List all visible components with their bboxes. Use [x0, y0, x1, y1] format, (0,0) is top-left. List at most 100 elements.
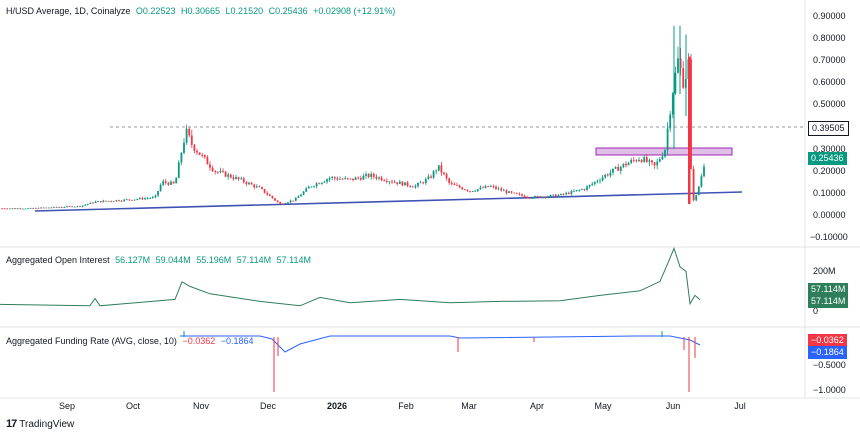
price-axis-label: 0.30000 — [813, 144, 846, 154]
support-trendline[interactable] — [34, 191, 743, 212]
candle-body — [141, 197, 144, 200]
candle-body — [427, 176, 430, 179]
candle-body — [497, 188, 500, 190]
candle-body — [185, 128, 188, 143]
candle-body — [424, 178, 427, 184]
candle-body — [645, 157, 648, 162]
time-axis-label: Nov — [192, 401, 210, 411]
funding-rate-line — [180, 335, 701, 353]
candle-body — [596, 181, 599, 183]
time-axis-label: Mar — [461, 401, 477, 411]
time-axis-label: Jul — [734, 401, 746, 411]
candle-body — [133, 199, 136, 201]
fr-title[interactable]: Aggregated Funding Rate (AVG, close, 10) — [6, 336, 177, 346]
candle-body — [591, 183, 594, 185]
candle-body — [630, 159, 633, 163]
candle-body — [99, 201, 102, 203]
candle-body — [112, 201, 115, 203]
candle-body — [617, 166, 620, 171]
candle-body — [8, 208, 11, 210]
tradingview-brand[interactable]: 17 TradingView — [6, 418, 74, 430]
candle-body — [526, 197, 529, 198]
open-value: O0.22523 — [135, 6, 176, 16]
candle-body — [315, 183, 318, 187]
oi-value-2: 59.044M — [155, 255, 191, 265]
time-axis-label: 2026 — [326, 401, 348, 411]
candle-body — [279, 202, 282, 204]
candle-body — [232, 177, 235, 180]
tradingview-logo-icon: 17 — [6, 418, 17, 430]
candle-body — [393, 182, 396, 184]
candle-body — [651, 160, 653, 163]
candle-body — [622, 163, 625, 167]
resistance-zone[interactable] — [595, 147, 733, 156]
candle-body — [1, 208, 3, 210]
candle-body — [32, 207, 35, 209]
candle-body — [193, 144, 196, 151]
main-legend: H/USD Average, 1D, Coinalyze O0.22523 H0… — [6, 6, 398, 16]
candle-body — [60, 207, 63, 208]
candle-body — [300, 194, 302, 197]
candle-body — [164, 181, 167, 183]
candle-body — [404, 182, 406, 186]
candle-body — [253, 184, 256, 188]
candle-body — [242, 178, 245, 183]
candle-body — [359, 178, 362, 180]
candle-body — [258, 186, 261, 188]
candle-body — [409, 185, 412, 187]
candle-body — [346, 178, 349, 179]
candle-body — [216, 171, 219, 173]
time-axis-label: Sep — [58, 401, 76, 411]
last-price-tag: 0.25436 — [808, 152, 847, 165]
oi-legend: Aggregated Open Interest 56.127M 59.044M… — [6, 255, 314, 265]
candle-body — [544, 196, 547, 198]
candle-body — [661, 156, 664, 160]
candle-body — [456, 184, 458, 186]
candle-body — [250, 182, 253, 185]
candle-body — [453, 183, 456, 185]
candle-body — [183, 142, 185, 153]
low-value: L0.21520 — [225, 6, 264, 16]
candle-body — [326, 179, 328, 182]
candle-body — [411, 186, 414, 188]
candle-body — [162, 181, 165, 185]
candle-body — [66, 206, 68, 208]
candle-body — [276, 200, 279, 203]
candle-body — [206, 157, 209, 165]
candle-body — [609, 172, 612, 176]
candle-body — [344, 178, 347, 180]
candle-body — [562, 193, 565, 195]
candle-body — [149, 197, 152, 199]
candle-body — [440, 165, 443, 173]
candle-body — [640, 159, 643, 162]
close-value: C0.25436 — [268, 6, 308, 16]
oi-title[interactable]: Aggregated Open Interest — [6, 255, 110, 265]
candle-body — [227, 174, 230, 177]
oi-value-4: 57.114M — [236, 255, 272, 265]
candle-body — [695, 195, 698, 201]
fr-axis-label: −1.0000 — [813, 385, 846, 395]
candle-body — [362, 175, 365, 180]
oi-tag: 57.114M — [808, 283, 849, 296]
candle-body — [437, 165, 440, 171]
price-axis-label: −0.10000 — [810, 232, 848, 242]
candle-body — [679, 58, 682, 69]
candle-body — [547, 196, 549, 198]
candle-body — [354, 177, 357, 181]
oi-axis-label: 200M — [813, 266, 836, 276]
candle-body — [414, 185, 417, 188]
symbol-title[interactable]: H/USD Average, 1D, Coinalyze — [6, 6, 131, 16]
candle-body — [237, 177, 240, 179]
candle-body — [489, 186, 492, 187]
candle-body — [318, 183, 321, 185]
candle-body — [435, 170, 438, 172]
candle-body — [196, 150, 198, 153]
candle-body — [445, 174, 448, 179]
candle-body — [385, 180, 388, 182]
fr-axis-label: −0.5000 — [813, 360, 846, 370]
candle-body — [528, 197, 531, 199]
candle-body — [341, 178, 344, 180]
candle-body — [21, 208, 24, 210]
candle-body — [398, 181, 401, 184]
